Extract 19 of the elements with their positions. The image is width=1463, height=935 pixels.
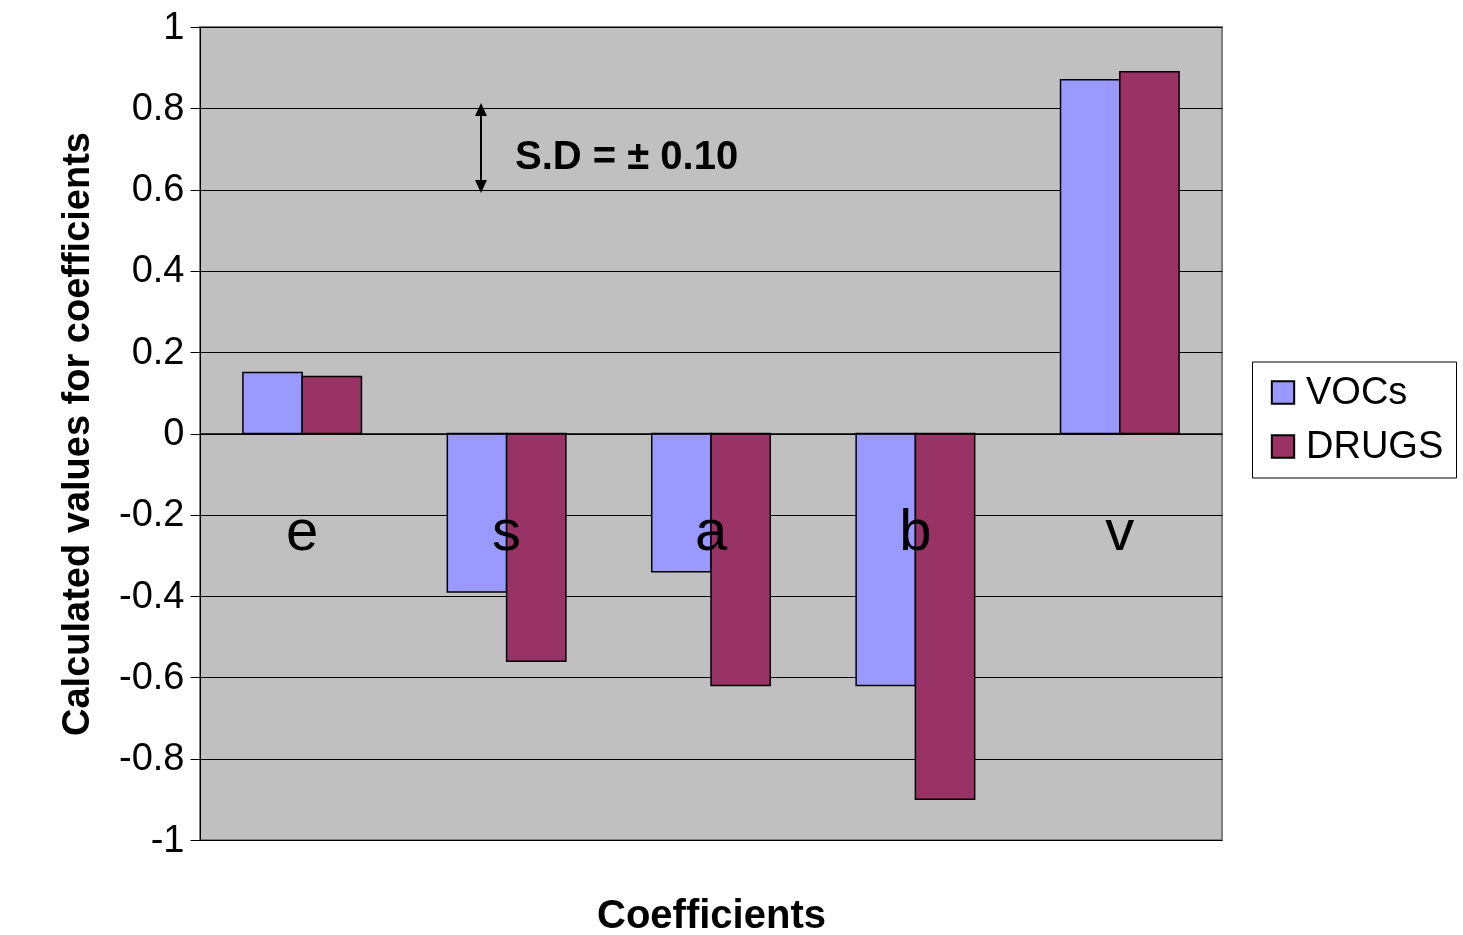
x-tick-label: e: [286, 497, 319, 562]
y-tick-label: 0.6: [131, 167, 185, 210]
y-tick-label: 0.4: [131, 248, 185, 291]
y-tick-label: -0.2: [119, 492, 185, 535]
y-tick-label: -0.6: [119, 654, 185, 697]
y-tick-label: -0.8: [119, 736, 185, 779]
y-tick-label: 1: [163, 4, 185, 47]
y-tick-label: 0: [163, 411, 185, 453]
x-tick-label: v: [1105, 497, 1135, 562]
y-tick-label: 0.2: [131, 329, 185, 372]
y-tick-label: 0.8: [131, 85, 185, 128]
x-tick-label: b: [899, 497, 932, 562]
x-axis-title: Coefficients: [597, 891, 826, 935]
legend-label: VOCs: [1306, 369, 1408, 412]
legend-label: DRUGS: [1306, 423, 1444, 466]
y-tick-label: -0.4: [119, 573, 185, 616]
y-axis-title: Calculated values for coefficients: [55, 132, 98, 736]
y-tick-label: -1: [150, 817, 185, 860]
annotation: S.D = ± 0.10: [515, 133, 739, 177]
